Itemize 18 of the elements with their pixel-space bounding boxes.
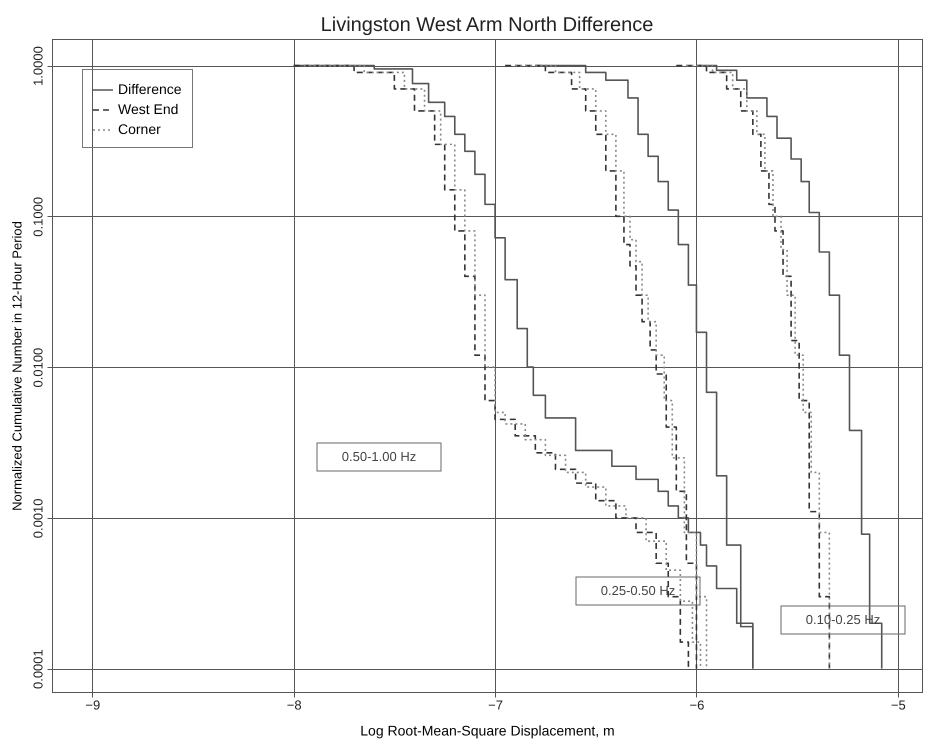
legend-label: Corner xyxy=(118,121,162,137)
annotation: 0.25-0.50 Hz xyxy=(600,583,676,598)
x-tick-label: −8 xyxy=(286,698,302,712)
y-tick-label: 0.1000 xyxy=(30,196,46,237)
x-tick-label: −7 xyxy=(488,698,503,712)
x-tick-label: −9 xyxy=(85,698,100,712)
legend-label: West End xyxy=(118,101,178,117)
y-axis-title: Normalized Cumulative Number in 12-Hour Period xyxy=(10,221,24,511)
x-tick-label: −5 xyxy=(890,698,906,712)
y-tick-label: 0.0001 xyxy=(30,649,46,690)
y-tick-label: 0.0010 xyxy=(30,498,46,538)
y-tick-label: 0.0100 xyxy=(30,348,46,388)
annotation: 0.50-1.00 Hz xyxy=(342,449,416,464)
x-axis-title: Log Root-Mean-Square Displacement, m xyxy=(360,722,615,738)
x-tick-label: −6 xyxy=(690,698,704,712)
y-tick-label: 1.0000 xyxy=(30,46,46,86)
legend-label: Difference xyxy=(118,81,182,97)
chart-title: Livingston West Arm North Difference xyxy=(320,14,654,36)
